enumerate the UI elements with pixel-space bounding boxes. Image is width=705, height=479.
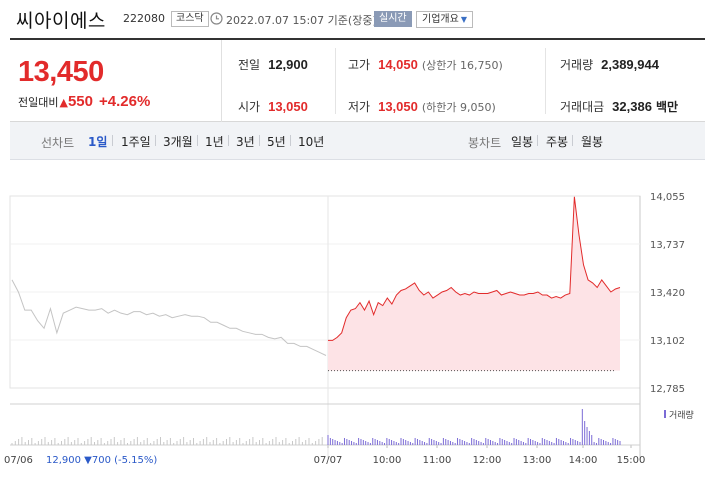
change-percent: +4.26% <box>98 93 151 110</box>
price-summary: 13,450 전일대비▲550 +4.26% 전일 12,900 시가 13,050 … <box>10 38 705 122</box>
y-tick-label: 14,055 <box>650 192 685 203</box>
stock-header: 씨아이에스 222080 코스닥 2022.07.07 15:07 기준(장중)… <box>0 0 705 38</box>
period-1y[interactable]: 1년 <box>205 135 224 149</box>
divider <box>197 135 198 146</box>
divider <box>572 135 573 146</box>
candle-chart-label: 봉차트 <box>468 136 502 150</box>
period-selector: 선차트 1일 1주일 3개월 1년 3년 5년 10년 봉차트 일봉 주봉 월봉 <box>10 122 705 160</box>
candle-weekly[interactable]: 주봉 <box>546 135 569 149</box>
stat-label: 저가 <box>348 100 371 114</box>
period-3m[interactable]: 3개월 <box>163 135 193 149</box>
realtime-badge: 실시간 <box>374 11 412 27</box>
divider <box>155 135 156 146</box>
y-tick-label: 13,102 <box>650 336 685 347</box>
current-price: 13,450 <box>18 56 104 88</box>
stock-code: 222080 <box>123 12 165 25</box>
stat-unit: 백만 <box>655 100 679 114</box>
up-triangle-icon: ▲ <box>59 96 68 109</box>
period-1w[interactable]: 1주일 <box>121 135 151 149</box>
price-chart-area: 14,055 13,737 13,420 13,102 12,785 07/07 10:00… <box>0 160 705 475</box>
stock-name: 씨아이에스 <box>16 10 106 32</box>
stat-label: 시가 <box>238 100 261 114</box>
period-5y[interactable]: 5년 <box>267 135 286 149</box>
chevron-down-icon: ▼ <box>460 15 467 24</box>
x-tick-label: 10:00 <box>373 455 402 466</box>
market-badge: 코스닥 <box>171 11 209 27</box>
period-3y[interactable]: 3년 <box>236 135 255 149</box>
intraday-price-chart: 14,055 13,737 13,420 13,102 12,785 07/07 10:00… <box>4 192 694 466</box>
timestamp: 2022.07.07 15:07 기준(장중) <box>226 14 377 27</box>
divider <box>259 135 260 146</box>
stat-open: 시가 13,050 <box>238 98 308 115</box>
change-line: 전일대비▲550 +4.26% <box>18 93 150 110</box>
y-tick-label: 13,420 <box>650 288 685 299</box>
volume-legend-label: 거래량 <box>669 409 694 421</box>
divider <box>537 135 538 146</box>
today-price-line <box>328 196 621 341</box>
x-tick-label: 07/07 <box>314 455 343 466</box>
x-tick-label: 13:00 <box>523 455 552 466</box>
divider <box>545 48 546 114</box>
period-10y[interactable]: 10년 <box>298 135 325 149</box>
stat-low: 저가 13,050 (하한가 9,050) <box>348 98 496 115</box>
divider <box>112 135 113 146</box>
stat-volume: 거래량 2,389,944 <box>560 56 659 73</box>
change-value: 550 <box>67 93 93 110</box>
clock-icon <box>210 12 223 25</box>
stat-value: 13,050 <box>268 99 308 114</box>
company-overview-button[interactable]: 기업개요 ▼ <box>416 11 473 28</box>
today-area-fill <box>328 196 620 371</box>
line-chart-label: 선차트 <box>41 136 75 150</box>
prev-day-line <box>11 279 327 356</box>
prev-day-summary: 12,900 ▼700 (-5.15%) <box>46 455 157 466</box>
x-tick-label: 12:00 <box>473 455 502 466</box>
company-overview-label: 기업개요 <box>422 14 459 25</box>
stat-value: 13,050 <box>378 99 418 114</box>
x-tick-label: 11:00 <box>423 455 452 466</box>
current-price-box: 13,450 전일대비▲550 +4.26% <box>10 40 222 122</box>
period-1d[interactable]: 1일 <box>88 135 108 149</box>
stat-value: 2,389,944 <box>601 57 659 72</box>
x-tick-label: 15:00 <box>617 455 646 466</box>
stat-label: 고가 <box>348 58 371 72</box>
stat-label: 전일 <box>238 58 261 72</box>
lower-limit: (하한가 9,050) <box>421 101 496 114</box>
candle-daily[interactable]: 일봉 <box>511 135 534 149</box>
divider <box>228 135 229 146</box>
stat-label: 거래대금 <box>560 100 605 114</box>
stat-trade-value: 거래대금 32,386 백만 <box>560 98 678 115</box>
stat-value: 32,386 <box>612 99 652 114</box>
y-tick-label: 12,785 <box>650 384 685 395</box>
stat-value: 12,900 <box>268 57 308 72</box>
volume-legend-swatch <box>664 410 666 418</box>
change-label: 전일대비 <box>18 96 59 109</box>
candle-monthly[interactable]: 월봉 <box>581 135 604 149</box>
stat-label: 거래량 <box>560 58 594 72</box>
divider <box>290 135 291 146</box>
stat-prev-close: 전일 12,900 <box>238 56 308 73</box>
x-tick-label: 07/06 <box>4 455 33 466</box>
upper-limit: (상한가 16,750) <box>421 59 503 72</box>
stat-high: 고가 14,050 (상한가 16,750) <box>348 56 503 73</box>
stat-value: 14,050 <box>378 57 418 72</box>
x-tick-label: 14:00 <box>569 455 598 466</box>
divider <box>335 48 336 114</box>
y-tick-label: 13,737 <box>650 240 685 251</box>
